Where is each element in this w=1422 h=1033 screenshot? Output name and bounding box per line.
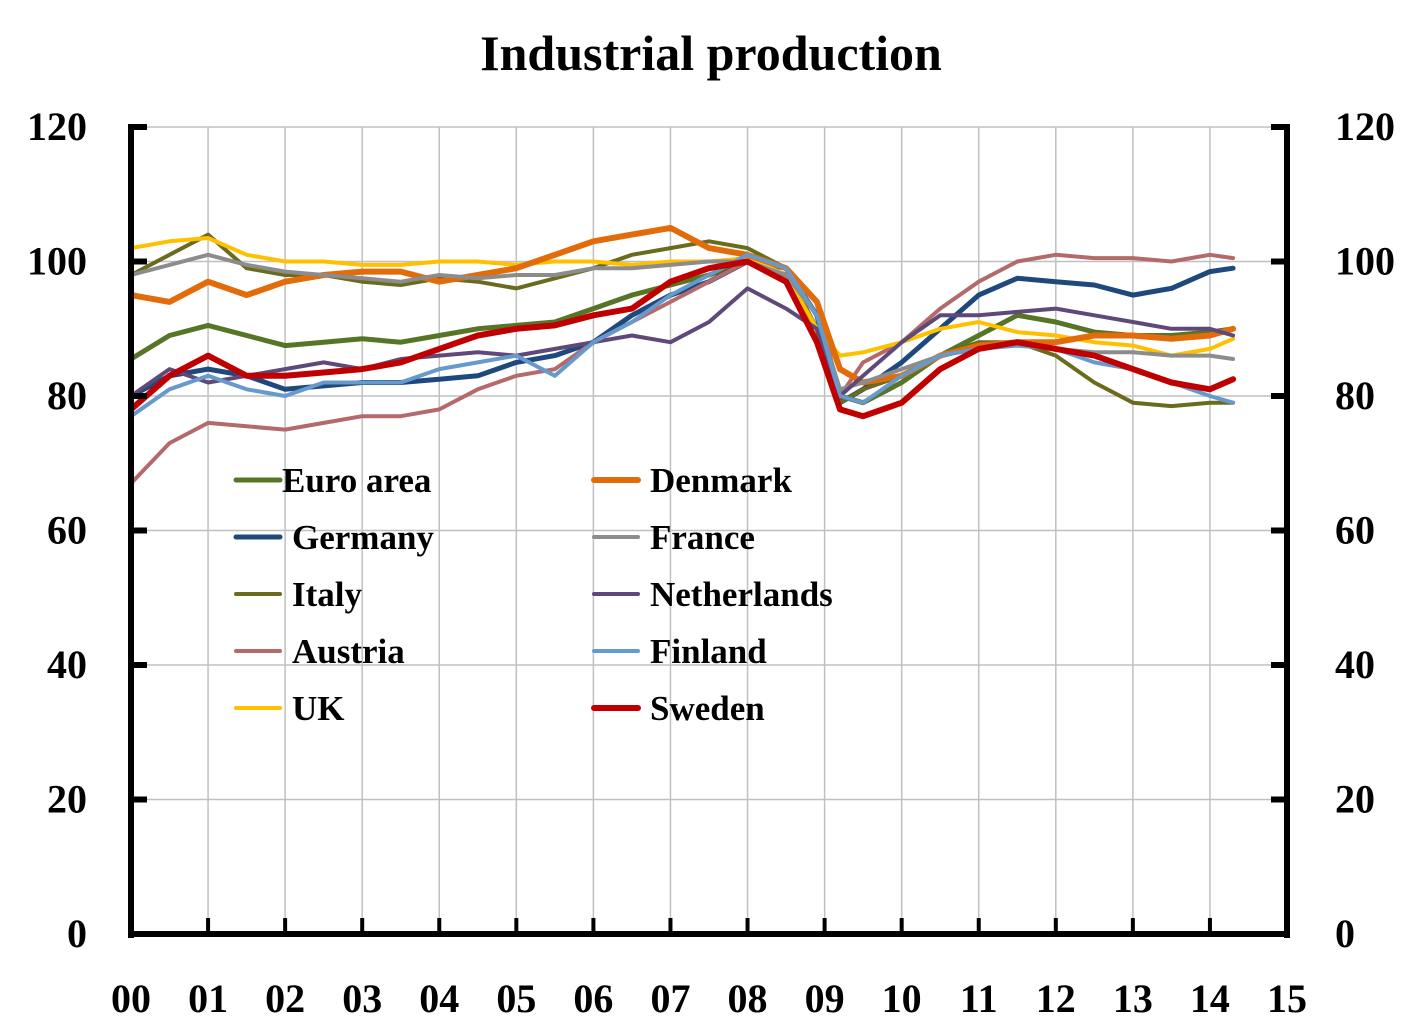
series-line-austria	[129, 252, 1236, 486]
legend-label: France	[650, 518, 755, 557]
legend-label: UK	[292, 689, 345, 728]
y-tick-label-right: 120	[1335, 104, 1395, 149]
legend-item: Italy	[234, 575, 363, 614]
legend-label: Euro area	[282, 461, 431, 500]
legend-item: UK	[234, 689, 345, 728]
y-tick-label-right: 60	[1335, 508, 1375, 553]
x-tick-label: 15	[1267, 976, 1307, 1021]
series-line-denmark	[128, 224, 1237, 386]
x-tick-label: 00	[111, 976, 151, 1021]
series-layer	[128, 224, 1237, 486]
x-tick-label: 13	[1113, 976, 1153, 1021]
y-tick-label-right: 20	[1335, 777, 1375, 822]
x-tick-label: 09	[805, 976, 845, 1021]
y-tick-label-left: 100	[27, 239, 87, 284]
chart-title: Industrial production	[480, 25, 942, 81]
x-tick-label: 08	[728, 976, 768, 1021]
legend-item: Netherlands	[592, 575, 833, 614]
legend-item: Denmark	[591, 461, 792, 500]
y-tick-label-left: 20	[47, 777, 87, 822]
x-axis-labels: 00 01 02 03 04 05 06 07 08 09 10 11 12 13 14 15	[111, 976, 1307, 1021]
x-tick-label: 11	[960, 976, 998, 1021]
legend-label: Denmark	[650, 461, 792, 500]
y-tick-label-left: 60	[47, 508, 87, 553]
series-line-netherlands	[129, 286, 1236, 398]
legend-label: Sweden	[650, 689, 765, 728]
legend-item: Sweden	[591, 689, 765, 728]
y-tick-label-left: 40	[47, 642, 87, 687]
x-tick-label: 04	[419, 976, 459, 1021]
y-tick-label-left: 80	[47, 373, 87, 418]
x-tick-label: 03	[342, 976, 382, 1021]
legend-item: Germany	[233, 518, 434, 557]
y-tick-label-left: 0	[67, 911, 87, 956]
legend: Euro area Germany Italy Austria UK Denmark Fra…	[233, 461, 833, 728]
legend-item: France	[592, 518, 755, 557]
x-tick-label: 14	[1190, 976, 1230, 1021]
y-tick-label-right: 40	[1335, 642, 1375, 687]
y-tick-label-left: 120	[27, 104, 87, 149]
y-axis-right-labels: 0 20 40 60 80 100 120	[1335, 104, 1395, 956]
legend-item: Finland	[592, 632, 767, 671]
legend-label: Finland	[650, 632, 767, 671]
x-tick-label: 02	[265, 976, 305, 1021]
legend-item: Austria	[234, 632, 405, 671]
legend-label: Italy	[292, 575, 363, 614]
axes	[128, 124, 1290, 938]
legend-label: Germany	[292, 518, 434, 557]
x-tick-label: 01	[188, 976, 228, 1021]
y-tick-label-right: 0	[1335, 911, 1355, 956]
y-axis-left-labels: 0 20 40 60 80 100 120	[27, 104, 87, 956]
series-line-sweden	[128, 258, 1237, 420]
x-tick-label: 05	[496, 976, 536, 1021]
legend-label: Austria	[292, 632, 405, 671]
x-tick-label: 10	[882, 976, 922, 1021]
x-tick-label: 12	[1036, 976, 1076, 1021]
y-tick-label-right: 80	[1335, 373, 1375, 418]
legend-item: Euro area	[233, 461, 431, 500]
x-tick-label: 06	[573, 976, 613, 1021]
x-tick-label: 07	[650, 976, 690, 1021]
legend-label: Netherlands	[650, 575, 833, 614]
y-tick-label-right: 100	[1335, 239, 1395, 284]
